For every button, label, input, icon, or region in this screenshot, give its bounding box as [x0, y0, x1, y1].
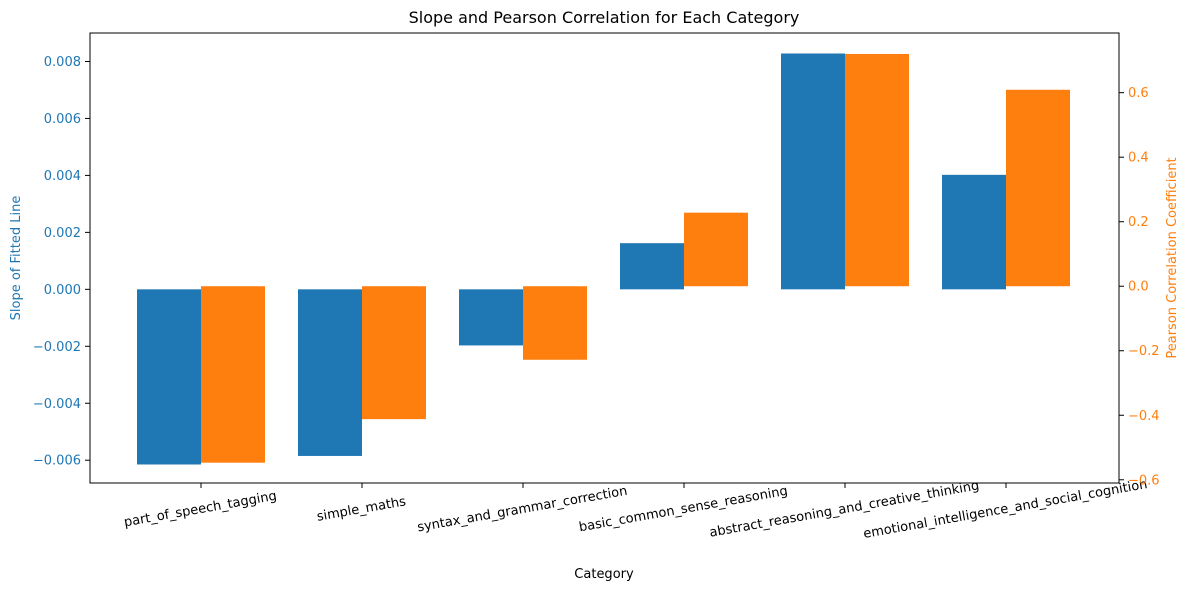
- y-right-tick-label: 0.2: [1128, 215, 1149, 230]
- y-left-tick-label: 0.002: [44, 226, 81, 241]
- slope-bar: [459, 289, 523, 346]
- y-axis-left-label: Slope of Fitted Line: [9, 196, 24, 321]
- correlation-bar: [684, 212, 748, 287]
- y-left-tick-label: 0.004: [44, 169, 81, 184]
- correlation-bar: [201, 286, 265, 463]
- y-right-tick-label: −0.4: [1128, 409, 1160, 424]
- y-left-tick-label: −0.004: [33, 397, 81, 412]
- x-tick-label: emotional_intelligence_and_social_cognit…: [862, 477, 1148, 542]
- y-left-tick-label: 0.000: [44, 283, 81, 298]
- x-axis-label: Category: [574, 567, 634, 582]
- correlation-bar: [1006, 89, 1070, 287]
- y-left-tick-label: 0.008: [44, 55, 81, 70]
- plot-area: part_of_speech_tagging simple_maths syntax…: [33, 53, 1160, 542]
- chart-title: Slope and Pearson Correlation for Each C…: [409, 8, 800, 27]
- x-tick-label: part_of_speech_tagging: [123, 489, 278, 531]
- y-left-tick-label: −0.002: [33, 340, 81, 355]
- y-axis-right-label: Pearson Correlation Coefficient: [1165, 157, 1180, 358]
- slope-bar: [298, 289, 362, 456]
- y-right-tick-label: 0.6: [1128, 86, 1149, 101]
- y-right-tick-label: 0.0: [1128, 280, 1149, 295]
- y-right-tick-label: −0.6: [1128, 473, 1160, 488]
- x-tick-label: simple_maths: [316, 494, 408, 524]
- slope-bar: [620, 243, 684, 290]
- slope-bar: [942, 174, 1006, 290]
- y-right-tick-label: 0.4: [1128, 151, 1149, 166]
- plot-frame: [89, 32, 1120, 484]
- correlation-bar: [362, 286, 426, 420]
- correlation-bar: [845, 53, 909, 287]
- slope-bar: [781, 53, 845, 290]
- slope-bar: [137, 289, 201, 465]
- x-tick-label: abstract_reasoning_and_creative_thinking: [708, 478, 980, 540]
- y-left-tick-label: −0.006: [33, 454, 81, 469]
- y-left-tick-label: 0.006: [44, 112, 81, 127]
- y-right-tick-label: −0.2: [1128, 344, 1160, 359]
- correlation-bar: [523, 286, 587, 360]
